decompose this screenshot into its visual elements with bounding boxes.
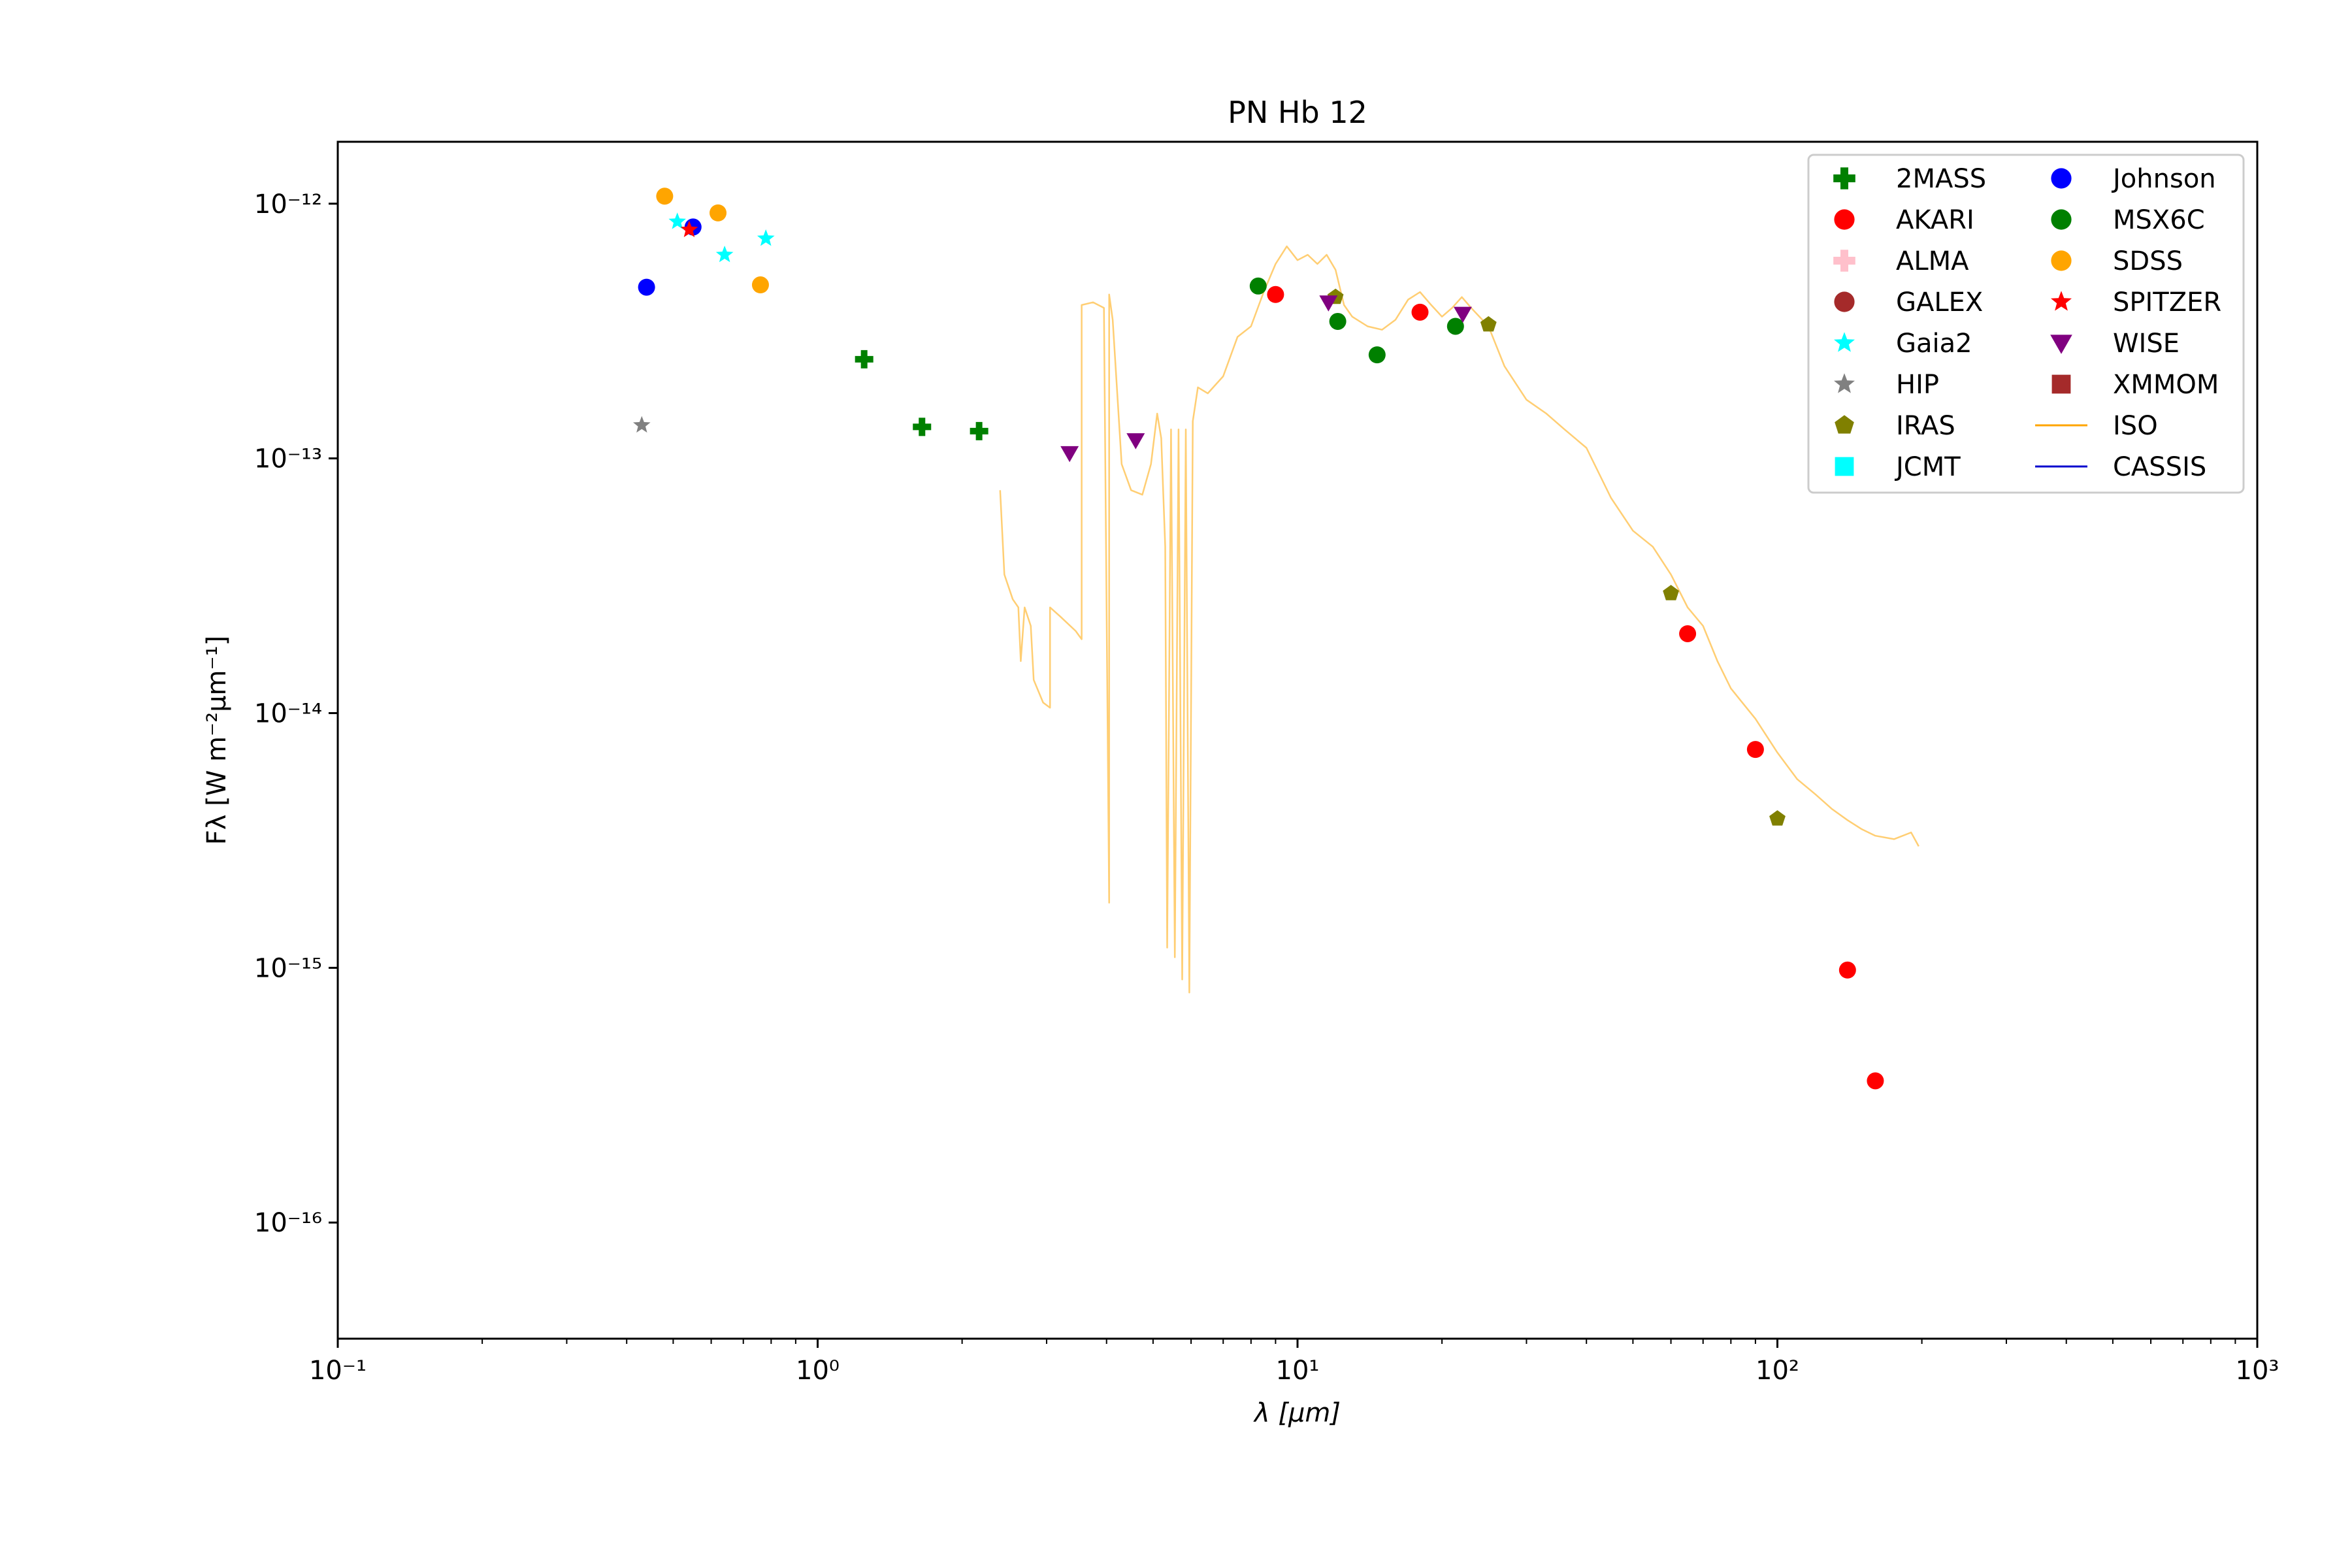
x-tick-label: 10¹ xyxy=(1276,1356,1320,1386)
legend-label-cassis: CASSIS xyxy=(2113,452,2206,482)
legend-handle-sdss xyxy=(2051,250,2072,271)
legend-handle-xmmom xyxy=(2051,374,2071,394)
legend-label-alma: ALMA xyxy=(1896,246,1969,276)
data-point-johnson xyxy=(638,278,655,296)
x-tick-label: 10⁻¹ xyxy=(309,1356,367,1386)
data-point-2mass xyxy=(855,350,874,368)
legend-label-galex: GALEX xyxy=(1896,287,1983,318)
data-point-msx6c xyxy=(1446,318,1464,335)
legend-label-akari: AKARI xyxy=(1896,205,1974,235)
legend-handle-iras xyxy=(1835,415,1854,434)
y-tick-label: 10⁻¹⁶ xyxy=(254,1208,322,1238)
y-axis: 10⁻¹⁶ 10⁻¹⁵ 10⁻¹⁴ 10⁻¹³ 10⁻¹² xyxy=(254,189,338,1238)
legend-label-iso: ISO xyxy=(2113,411,2158,441)
legend-label-wise: WISE xyxy=(2113,329,2180,359)
legend-handle-2mass xyxy=(1833,167,1855,189)
legend-label-gaia2: Gaia2 xyxy=(1896,329,1972,359)
legend-box xyxy=(1807,154,2245,494)
y-tick-label: 10⁻¹² xyxy=(254,189,322,220)
legend-label-xmmom: XMMOM xyxy=(2113,370,2219,400)
plot-area xyxy=(336,140,2259,1340)
data-point-gaia2 xyxy=(668,212,686,229)
data-point-wise xyxy=(1453,306,1472,323)
data-point-wise xyxy=(1126,433,1145,449)
legend-handle-akari xyxy=(1834,209,1855,230)
legend-handle-johnson xyxy=(2051,168,2072,189)
x-axis: 10⁻¹ 10⁰ 10¹ 10² 10³ xyxy=(309,1339,2279,1386)
legend-label-johnson: Johnson xyxy=(2111,164,2216,194)
data-point-msx6c xyxy=(1329,312,1347,330)
data-point-gaia2 xyxy=(757,229,775,246)
y-tick-label: 10⁻¹⁵ xyxy=(254,953,322,983)
data-point-wise xyxy=(1060,446,1079,463)
data-point-spitzer xyxy=(680,220,698,237)
legend-handle-galex xyxy=(1834,291,1855,312)
legend-handle-hip xyxy=(1834,373,1855,393)
legend: 2MASS AKARI ALMA GALEX Gaia2 HIP IRAS JCMT Johns… xyxy=(1807,154,2245,494)
x-tick-label: 10³ xyxy=(2236,1356,2279,1386)
data-point-akari xyxy=(1746,741,1764,759)
data-point-sdss xyxy=(710,204,727,221)
legend-handle-gaia2 xyxy=(1834,332,1855,352)
data-point-hip xyxy=(633,416,651,433)
y-tick-label: 10⁻¹⁴ xyxy=(254,698,322,728)
data-point-sdss xyxy=(751,276,769,294)
x-axis-label: λ [μm] xyxy=(1253,1398,1341,1428)
legend-label-sdss: SDSS xyxy=(2113,246,2183,276)
legend-label-iras: IRAS xyxy=(1896,411,1955,441)
legend-label-msx6c: MSX6C xyxy=(2113,205,2205,235)
data-point-akari xyxy=(1411,303,1429,321)
data-point-msx6c xyxy=(1368,346,1386,364)
legend-label-jcmt: JCMT xyxy=(1894,452,1961,482)
legend-handle-alma xyxy=(1833,250,1855,272)
iso-spectrum-layer xyxy=(999,245,1919,994)
data-point-wise xyxy=(1319,295,1338,312)
data-point-iras xyxy=(1663,585,1679,600)
y-tick-label: 10⁻¹³ xyxy=(254,444,322,474)
data-point-akari xyxy=(1867,1072,1884,1090)
chart-title: PN Hb 12 xyxy=(1228,95,1367,130)
data-point-2mass xyxy=(913,417,932,436)
data-point-akari xyxy=(1267,286,1284,303)
series-line-iso xyxy=(999,245,1919,994)
legend-label-2mass: 2MASS xyxy=(1896,164,1986,194)
legend-handle-spitzer xyxy=(2051,291,2072,311)
data-point-gaia2 xyxy=(715,246,734,263)
legend-handle-msx6c xyxy=(2051,209,2072,230)
y-axis-label: Fλ [W m⁻²μm⁻¹] xyxy=(202,636,232,845)
data-point-msx6c xyxy=(1249,277,1267,295)
legend-label-spitzer: SPITZER xyxy=(2113,287,2221,318)
data-point-akari xyxy=(1838,961,1856,979)
legend-handle-wise xyxy=(2050,335,2072,354)
data-points-layer xyxy=(633,188,1884,1090)
data-point-iras xyxy=(1480,316,1497,332)
data-point-iras xyxy=(1769,810,1786,826)
x-tick-label: 10⁰ xyxy=(796,1356,840,1386)
data-point-akari xyxy=(1679,625,1697,642)
data-point-sdss xyxy=(656,188,674,205)
x-tick-label: 10² xyxy=(1756,1356,1799,1386)
legend-handle-jcmt xyxy=(1835,457,1854,476)
legend-label-hip: HIP xyxy=(1896,370,1939,400)
data-point-2mass xyxy=(970,421,988,440)
